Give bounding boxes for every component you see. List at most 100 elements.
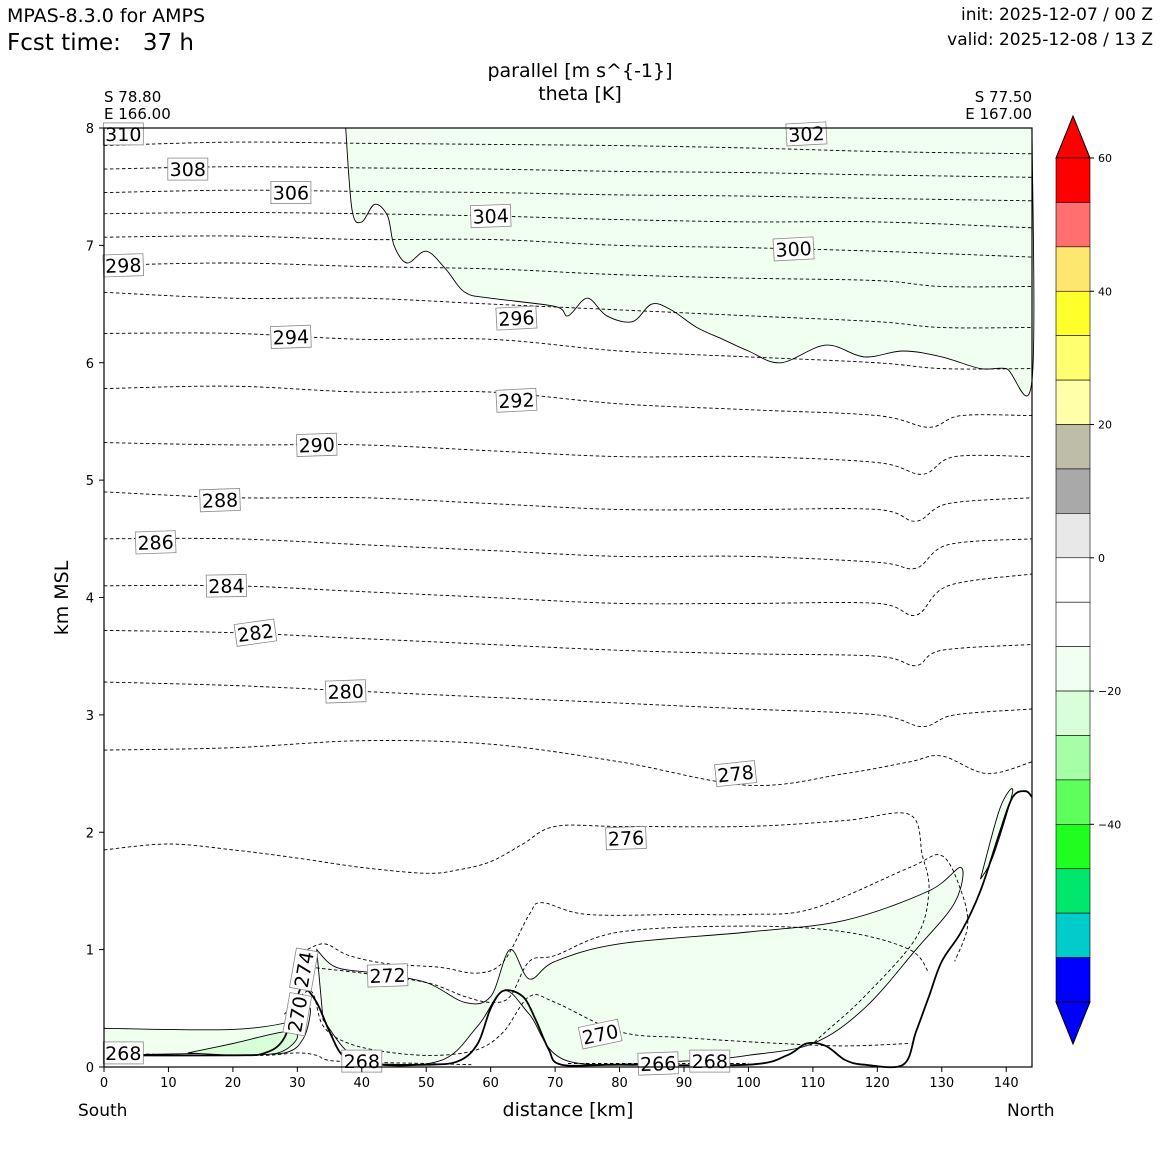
contour-labels: 310 308 306 304 302 300 298 296 294 292 290 288 286 2… [102,121,828,1076]
contour-label-276: 276 [605,825,647,851]
x-tick-label: 50 [418,1076,435,1091]
south-label: South [78,1101,128,1121]
contour-label-text: 290 [298,434,335,457]
colorbar-cell [1055,646,1091,692]
contour-label-270: 270 [282,992,312,1037]
model-name: MPAS-8.3.0 for AMPS [7,5,206,27]
colorbar-cell [1055,335,1091,381]
theta-contour-302 [103,212,1033,229]
contour-label-box [605,825,647,851]
chart-title-line1: parallel [m s^{-1}] [487,60,673,82]
contour-label-box [270,181,312,205]
init-time: init: 2025-12-07 / 00 Z [960,5,1153,25]
contour-label-box [102,1041,144,1065]
colorbar-tick-label: −40 [1098,818,1121,831]
x-tick-label: 40 [354,1076,371,1091]
contour-label-308: 308 [167,157,209,181]
contour-label-text: 266 [640,1053,677,1076]
contour-label-box [289,947,319,992]
contour-label-box [270,324,312,350]
colorbar-cell [1055,824,1091,870]
contour-label-292: 292 [495,387,538,413]
forecast-time: Fcst time: 37 h [7,30,194,56]
x-tick-label: 140 [994,1076,1019,1091]
contour-label-286: 286 [134,530,177,555]
shaded-region-1 [345,127,1035,397]
colorbar-cell [1055,379,1091,425]
x-tick-label: 120 [865,1076,890,1091]
chart-title-line2: theta [K] [538,83,622,105]
contour-label-text: 276 [608,827,645,850]
colorbar-cell [1055,290,1091,336]
contour-label-text: 296 [498,307,535,331]
x-tick-label: 130 [929,1076,954,1091]
colorbar: 60 40 20 0 −20 −40 [1055,114,1121,1046]
colorbar-cell [1055,246,1091,292]
contour-label-278: 278 [714,760,758,788]
colorbar-cell [1055,601,1091,647]
contour-label-268: 268 [689,1049,731,1073]
colorbar-cell [1055,424,1091,470]
x-tick-label: 60 [482,1076,499,1091]
x-tick-label: 70 [547,1076,564,1091]
contour-label-300: 300 [772,236,815,262]
contour-label-box [495,387,538,413]
x-tick-label: 110 [800,1076,825,1091]
terrain-profile [103,790,1033,1069]
theta-contour-278 [103,740,1033,787]
theta-contour-294 [103,332,1033,370]
contour-label-text: 284 [208,575,245,598]
contour-label-box [134,530,177,555]
shaded-region-5 [979,788,1014,880]
contour-label-text: 268 [692,1051,728,1073]
contour-label-box [295,432,338,458]
contour-label-box [577,1018,623,1050]
contour-label-text: 300 [775,238,812,262]
contour-label-266: 266 [637,1051,679,1076]
theta-contour-290 [103,442,1033,475]
contour-label-text: 302 [788,123,825,147]
y-axis-ticks: 0 1 2 3 4 5 6 7 8 [86,122,104,1076]
forecast-time-label: Fcst time: [7,30,121,56]
colorbar-cell [1055,202,1091,248]
contour-label-box [772,236,815,262]
contour-label-274: 274 [289,947,319,992]
end-longitude: E 167.00 [965,105,1032,123]
colorbar-tick-label: −20 [1098,685,1121,698]
colorbar-cell [1055,957,1091,1003]
forecast-time-value: 37 h [142,30,194,56]
colorbar-cell [1055,557,1091,603]
x-axis-ticks: 0 10 20 30 40 50 60 70 80 90 100 110 120 130 140 [100,1067,1019,1091]
theta-contour-280 [103,681,1033,728]
contour-label-box [199,487,241,513]
contour-label-box [637,1051,679,1076]
contour-label-box [167,157,209,181]
theta-contour-300 [103,235,1033,258]
theta-contour-274 [297,854,969,974]
contour-label-text: 304 [472,205,509,228]
contour-label-text: 306 [273,183,309,205]
theta-contour-308 [103,141,1033,155]
colorbar-over-arrow [1055,114,1091,159]
contour-label-298: 298 [102,253,145,278]
contour-label-text: 278 [717,762,755,788]
contour-label-310: 310 [102,122,144,146]
theta-contour-306 [103,166,1033,178]
theta-contour-276 [103,812,930,1044]
x-tick-label: 20 [225,1076,242,1091]
contour-label-text: 308 [170,159,206,181]
y-tick-label: 4 [86,592,94,607]
theta-contour-292 [103,385,1033,428]
theta-contour-286 [103,537,1033,570]
contour-label-280: 280 [324,679,367,704]
colorbar-cell [1055,735,1091,781]
contour-label-box [233,618,278,647]
contour-label-284: 284 [205,574,247,598]
colorbar-tick-label: 20 [1098,419,1112,432]
contour-label-box [324,679,367,704]
contour-label-text: 282 [236,620,275,647]
x-axis-label: distance [km] [502,1099,634,1121]
y-tick-label: 8 [86,122,94,137]
contour-label-288: 288 [199,487,241,513]
contour-label-text: 310 [105,124,141,146]
